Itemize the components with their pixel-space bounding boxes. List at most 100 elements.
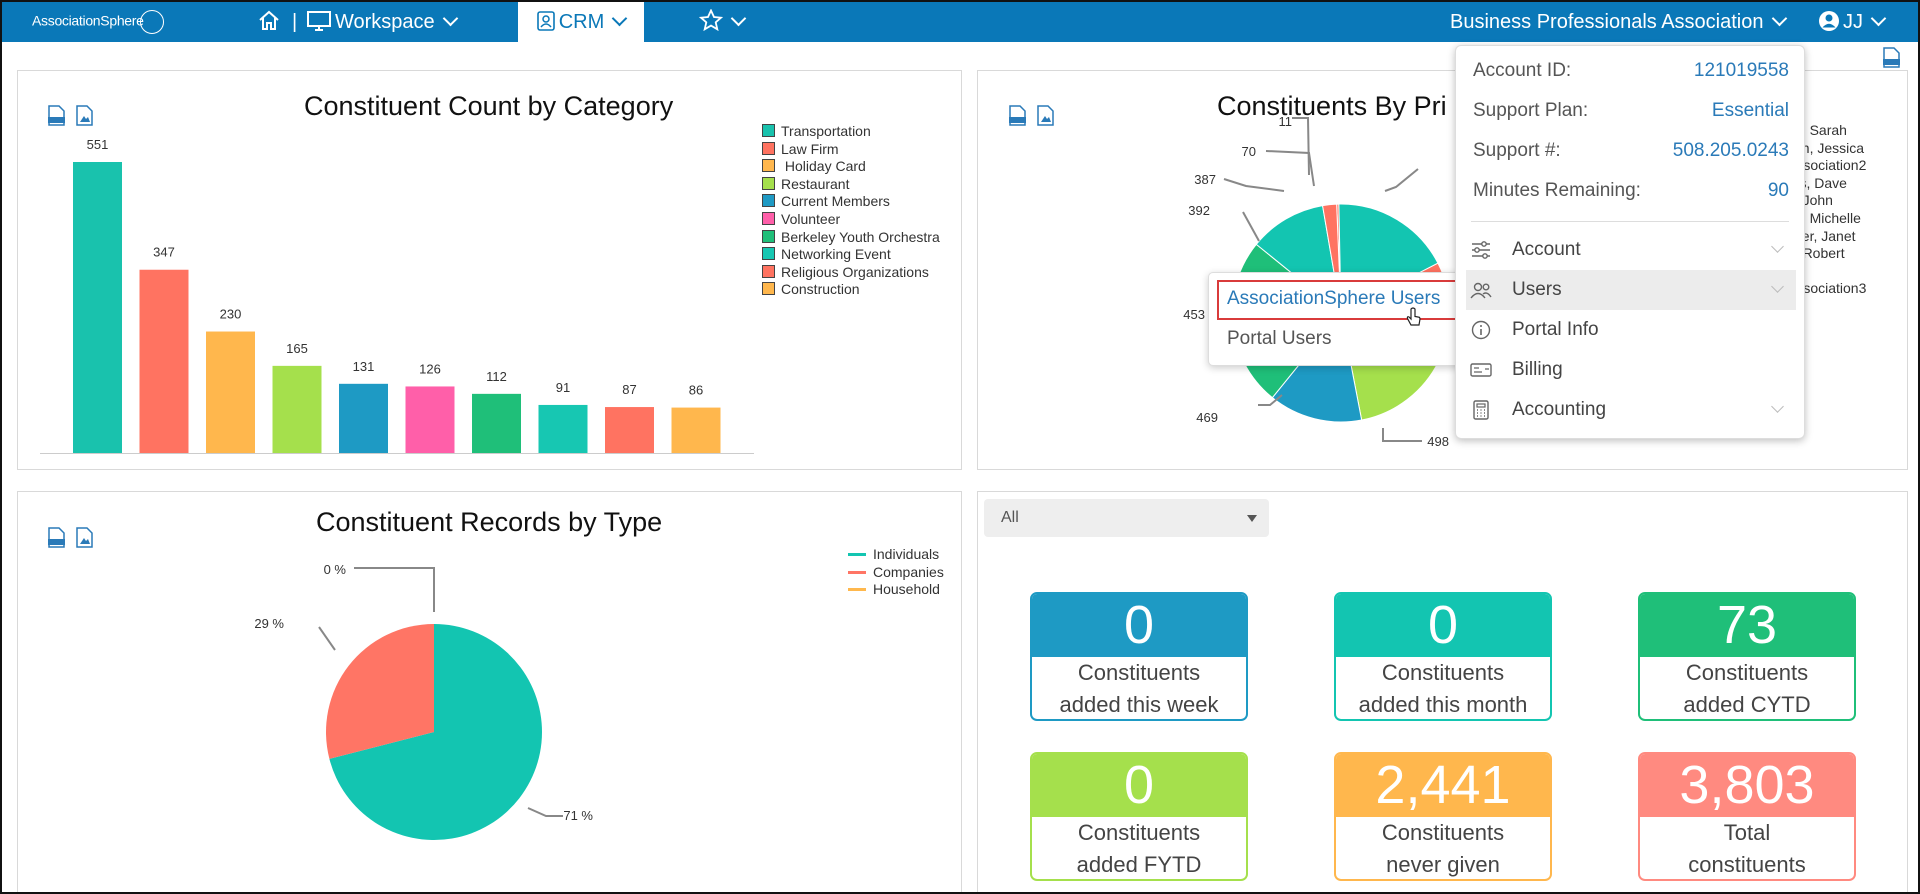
stat-card[interactable]: 73 Constituents added CYTD [1638, 592, 1856, 721]
legend-swatch [762, 264, 775, 278]
legend-item: ns, Michelle [1787, 209, 1861, 226]
support-number-value[interactable]: 508.205.0243 [1672, 140, 1789, 161]
stat-label: Constituents never given [1336, 817, 1550, 879]
legend-swatch [762, 282, 775, 296]
stat-value: 0 [1336, 594, 1550, 657]
organization-menu[interactable]: Business Professionals Association [1450, 2, 1787, 42]
pdf-icon[interactable] [48, 105, 65, 126]
calculator-icon [1473, 400, 1489, 420]
menu-item-billing[interactable]: Billing [1466, 350, 1796, 390]
pdf-icon[interactable] [1883, 47, 1900, 68]
pie-value-label: 469 [1196, 410, 1218, 425]
sliders-icon [1472, 241, 1490, 259]
menu-item-portal-info[interactable]: Portal Info [1466, 310, 1796, 350]
pie-value-label: 387 [1194, 172, 1216, 187]
chevron-down-icon [1771, 280, 1784, 293]
minutes-value: 90 [1767, 180, 1789, 201]
minutes-row: Minutes Remaining: 90 [1473, 171, 1789, 211]
menu-item-account[interactable]: Account [1466, 230, 1796, 270]
menu-label: Users [1512, 279, 1562, 300]
stat-label-line: constituents [1688, 852, 1806, 877]
bar-value-label: 347 [153, 245, 175, 260]
support-plan-value[interactable]: Essential [1711, 100, 1789, 121]
legend-item[interactable]: Networking Event [762, 246, 940, 264]
stat-label-line: Constituents [1077, 660, 1201, 685]
divider [1471, 221, 1789, 222]
pie-value-label: 70 [1242, 144, 1256, 159]
nav-separator: | [292, 11, 298, 33]
pie-value-label: 498 [1427, 434, 1449, 449]
top-navigation-bar: AssociationSphere | Workspace CRM Busine… [2, 2, 1918, 42]
legend-item[interactable]: Construction [762, 281, 940, 299]
legend-item[interactable]: Household [848, 581, 944, 599]
home-icon [259, 10, 279, 30]
image-icon[interactable] [76, 105, 93, 126]
stat-value: 2,441 [1336, 754, 1550, 817]
stat-card[interactable]: 0 Constituents added this week [1030, 592, 1248, 721]
legend-item[interactable]: Holiday Card [762, 158, 940, 176]
pie-percent-label: 0 % [324, 562, 347, 577]
label-leader-line [1265, 150, 1315, 187]
legend-item[interactable]: Individuals [848, 546, 944, 564]
menu-item-users[interactable]: Users [1466, 270, 1796, 310]
pdf-icon[interactable] [1009, 105, 1026, 126]
app-logo[interactable]: AssociationSphere [32, 10, 164, 34]
legend-item[interactable]: Religious Organizations [762, 264, 940, 282]
workspace-menu[interactable]: Workspace [307, 2, 458, 42]
users-submenu: AssociationSphere Users Portal Users [1208, 272, 1466, 366]
bar-chart: 551 347 230 165 131 126 112 91 87 86 [40, 137, 754, 454]
legend-label: Household [873, 581, 940, 598]
menu-item-accounting[interactable]: Accounting [1466, 390, 1796, 430]
legend-label: Current Members [781, 193, 890, 210]
stat-card[interactable]: 0 Constituents added this month [1334, 592, 1552, 721]
home-button[interactable] [257, 2, 281, 42]
legend-item[interactable]: Berkeley Youth Orchestra [762, 229, 940, 247]
chevron-down-icon [1771, 10, 1787, 27]
support-number-row: Support #: 508.205.0243 [1473, 131, 1789, 171]
bar [671, 407, 721, 453]
legend-swatch [762, 176, 775, 190]
info-icon [1471, 320, 1491, 340]
menu-label: Accounting [1512, 399, 1607, 420]
legend-item[interactable]: Companies [848, 564, 944, 582]
stat-value: 73 [1640, 594, 1854, 657]
submenu-item-portal-users[interactable]: Portal Users [1227, 328, 1332, 349]
globe-icon [139, 10, 164, 34]
minutes-label: Minutes Remaining: [1473, 180, 1641, 201]
bar-value-label: 91 [556, 380, 570, 395]
label-leader-line [1258, 394, 1283, 406]
legend-swatch [762, 229, 775, 243]
workspace-label: Workspace [335, 11, 435, 33]
stat-card[interactable]: 2,441 Constituents never given [1334, 752, 1552, 881]
legend-label: Religious Organizations [781, 263, 929, 280]
legend-item[interactable]: Transportation [762, 123, 940, 141]
favorites-menu[interactable] [698, 2, 747, 42]
legend-swatch [762, 247, 775, 261]
legend-label: Individuals [873, 546, 940, 562]
stat-label-line: Constituents [1685, 660, 1809, 685]
image-icon[interactable] [1037, 105, 1054, 126]
legend-item[interactable]: Restaurant [762, 176, 940, 194]
legend-item[interactable]: Law Firm [762, 141, 940, 159]
pdf-icon[interactable] [48, 527, 65, 548]
crm-label: CRM [558, 11, 605, 33]
user-menu[interactable]: JJ [1818, 2, 1887, 42]
stat-card[interactable]: 0 Constituents added FYTD [1030, 752, 1248, 881]
stat-label-line: added FYTD [1076, 852, 1202, 877]
pie-slice [329, 624, 542, 840]
crm-tab[interactable]: CRM [518, 2, 644, 42]
image-icon[interactable] [76, 527, 93, 548]
period-select[interactable]: All [984, 499, 1269, 537]
stat-card[interactable]: 3,803 Total constituents [1638, 752, 1856, 881]
records-pie-chart: 0 % 29 % 71 % [254, 562, 593, 840]
legend-item[interactable]: Volunteer [762, 211, 940, 229]
pie-value-label: 11 [1279, 114, 1293, 129]
chevron-down-icon [442, 10, 458, 27]
legend-label: Companies [873, 563, 944, 580]
legend-item[interactable]: Current Members [762, 193, 940, 211]
monitor-icon [307, 11, 331, 31]
submenu-item-associationsphere-users[interactable]: AssociationSphere Users [1227, 288, 1441, 309]
legend-swatch [762, 124, 775, 137]
logo-text: AssociationSphere [32, 12, 144, 29]
chevron-down-icon [611, 10, 628, 27]
